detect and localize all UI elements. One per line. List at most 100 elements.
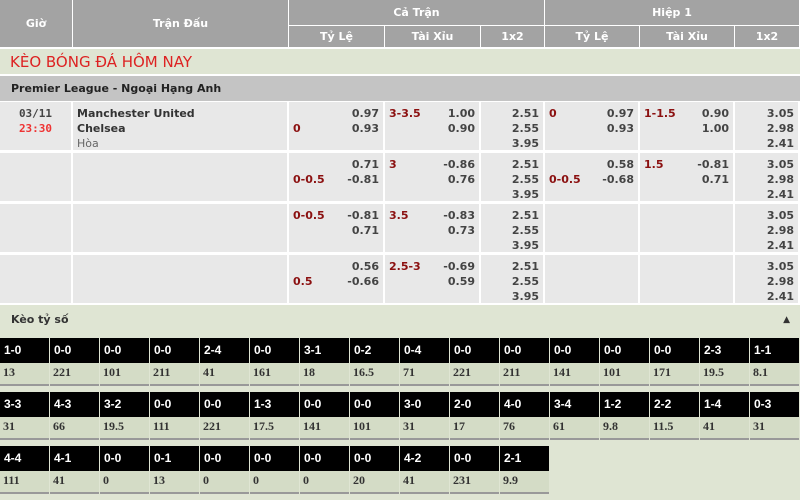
correct-score-item[interactable]: 0-0 101 [600, 338, 649, 386]
correct-score-item[interactable]: 0-0 0 [250, 446, 299, 494]
odds-value[interactable]: 0.71 [351, 224, 379, 237]
correct-score-item[interactable]: 3-4 61 [550, 392, 599, 440]
correct-score-item[interactable]: 2-0 17 [450, 392, 499, 440]
odds-value[interactable]: 3.05 [766, 209, 794, 222]
odds-value[interactable]: 2.98 [766, 275, 794, 288]
correct-score-item[interactable]: 0-0 221 [50, 338, 99, 386]
correct-score-item[interactable]: 3-0 31 [400, 392, 449, 440]
odds-value[interactable]: 2.55 [511, 224, 539, 237]
odds-value[interactable]: 2.41 [766, 188, 794, 201]
correct-score-item[interactable]: 4-2 41 [400, 446, 449, 494]
odds-value[interactable]: 1.00 [701, 122, 729, 135]
correct-score-item[interactable]: 3-2 19.5 [100, 392, 149, 440]
odds-value[interactable]: 0.71 [351, 158, 379, 171]
odds-value[interactable]: 0.76 [447, 173, 475, 186]
odds-value[interactable]: 2.41 [766, 239, 794, 252]
odds-value[interactable]: 0.56 [351, 260, 379, 273]
odds-value[interactable]: 3.05 [766, 107, 794, 120]
correct-score-item[interactable]: 4-3 66 [50, 392, 99, 440]
odds-value[interactable]: 3.95 [511, 188, 539, 201]
odds-value[interactable]: 0.90 [701, 107, 729, 120]
correct-score-item[interactable]: 0-0 141 [550, 338, 599, 386]
correct-score-item[interactable]: 1-0 13 [0, 338, 49, 386]
correct-score-item[interactable]: 3-1 18 [300, 338, 349, 386]
odds-value[interactable]: 2.55 [511, 275, 539, 288]
correct-score-item[interactable]: 2-2 11.5 [650, 392, 699, 440]
correct-score-item[interactable]: 2-4 41 [200, 338, 249, 386]
odds-value[interactable]: 3.05 [766, 260, 794, 273]
correct-score-item[interactable]: 0-0 211 [500, 338, 549, 386]
odds-value[interactable]: 0.93 [606, 122, 634, 135]
h1-ou-cell [640, 255, 735, 305]
correct-score-item[interactable]: 0-0 20 [350, 446, 399, 494]
correct-score-item[interactable]: 4-1 41 [50, 446, 99, 494]
odds-value[interactable]: 2.55 [511, 173, 539, 186]
odds-value[interactable]: -0.68 [602, 173, 634, 186]
odds-value[interactable]: 0.93 [351, 122, 379, 135]
odds-value[interactable]: 2.51 [511, 260, 539, 273]
odds-value[interactable]: 0.90 [447, 122, 475, 135]
correct-score-item[interactable]: 0-1 13 [150, 446, 199, 494]
correct-score-item[interactable]: 0-4 71 [400, 338, 449, 386]
correct-score-item[interactable]: 0-0 111 [150, 392, 199, 440]
correct-score-item[interactable]: 0-3 31 [750, 392, 799, 440]
ft-hdp-cell: 0-0.5 -0.81 0.71 [289, 204, 385, 254]
odds-value[interactable]: -0.83 [443, 209, 475, 222]
odds-value[interactable]: -0.81 [347, 173, 379, 186]
score-odds: 221 [53, 365, 71, 379]
odds-value[interactable]: 2.51 [511, 158, 539, 171]
correct-score-item[interactable]: 0-0 231 [450, 446, 499, 494]
triangle-up-icon[interactable]: ▲ [783, 315, 790, 325]
odds-value[interactable]: 0.97 [351, 107, 379, 120]
correct-score-item[interactable]: 3-3 31 [0, 392, 49, 440]
correct-score-item[interactable]: 0-0 0 [300, 446, 349, 494]
odds-value[interactable]: 2.41 [766, 137, 794, 150]
league-header[interactable]: Premier League - Ngoại Hạng Anh [0, 76, 800, 101]
correct-score-item[interactable]: 0-2 16.5 [350, 338, 399, 386]
odds-value[interactable]: 0.59 [447, 275, 475, 288]
correct-score-item[interactable]: 4-4 111 [0, 446, 49, 494]
correct-score-item[interactable]: 0-0 221 [200, 392, 249, 440]
correct-score-item[interactable]: 0-0 161 [250, 338, 299, 386]
odds-value[interactable]: 2.98 [766, 122, 794, 135]
correct-score-header[interactable]: Kèo tỷ số ▲ [0, 305, 800, 335]
correct-score-item[interactable]: 0-0 211 [150, 338, 199, 386]
correct-score-item[interactable]: 0-0 0 [200, 446, 249, 494]
odds-value[interactable]: -0.81 [697, 158, 729, 171]
odds-value[interactable]: 2.98 [766, 173, 794, 186]
odds-value[interactable]: 2.51 [511, 209, 539, 222]
correct-score-item[interactable]: 0-0 141 [300, 392, 349, 440]
correct-score-item[interactable]: 1-3 17.5 [250, 392, 299, 440]
odds-value[interactable]: -0.66 [347, 275, 379, 288]
odds-value[interactable]: -0.69 [443, 260, 475, 273]
correct-score-item[interactable]: 1-4 41 [700, 392, 749, 440]
correct-score-item[interactable]: 1-1 8.1 [750, 338, 799, 386]
odds-value[interactable]: -0.86 [443, 158, 475, 171]
correct-score-item[interactable]: 0-0 171 [650, 338, 699, 386]
correct-score-item[interactable]: 0-0 101 [100, 338, 149, 386]
odds-value[interactable]: 2.55 [511, 122, 539, 135]
odds-value[interactable]: 3.05 [766, 158, 794, 171]
odds-value[interactable]: 3.95 [511, 239, 539, 252]
correct-score-item[interactable]: 4-0 76 [500, 392, 549, 440]
odds-value[interactable]: 0.58 [606, 158, 634, 171]
odds-value[interactable]: 3.95 [511, 290, 539, 303]
correct-score-item[interactable]: 0-0 221 [450, 338, 499, 386]
odds-value[interactable]: 3.95 [511, 137, 539, 150]
odds-value[interactable]: 2.41 [766, 290, 794, 303]
score-odds: 31 [403, 419, 415, 433]
odds-value[interactable]: -0.81 [347, 209, 379, 222]
score-odds: 101 [603, 365, 621, 379]
odds-value[interactable]: 0.97 [606, 107, 634, 120]
correct-score-item[interactable]: 2-1 9.9 [500, 446, 549, 494]
correct-score-item[interactable]: 2-3 19.5 [700, 338, 749, 386]
odds-value[interactable]: 2.98 [766, 224, 794, 237]
odds-value[interactable]: 1.00 [447, 107, 475, 120]
h1-hdp-cell: 0 0.97 0.93 [545, 102, 640, 152]
correct-score-item[interactable]: 0-0 101 [350, 392, 399, 440]
odds-value[interactable]: 2.51 [511, 107, 539, 120]
odds-value[interactable]: 0.71 [701, 173, 729, 186]
correct-score-item[interactable]: 1-2 9.8 [600, 392, 649, 440]
odds-value[interactable]: 0.73 [447, 224, 475, 237]
correct-score-item[interactable]: 0-0 0 [100, 446, 149, 494]
